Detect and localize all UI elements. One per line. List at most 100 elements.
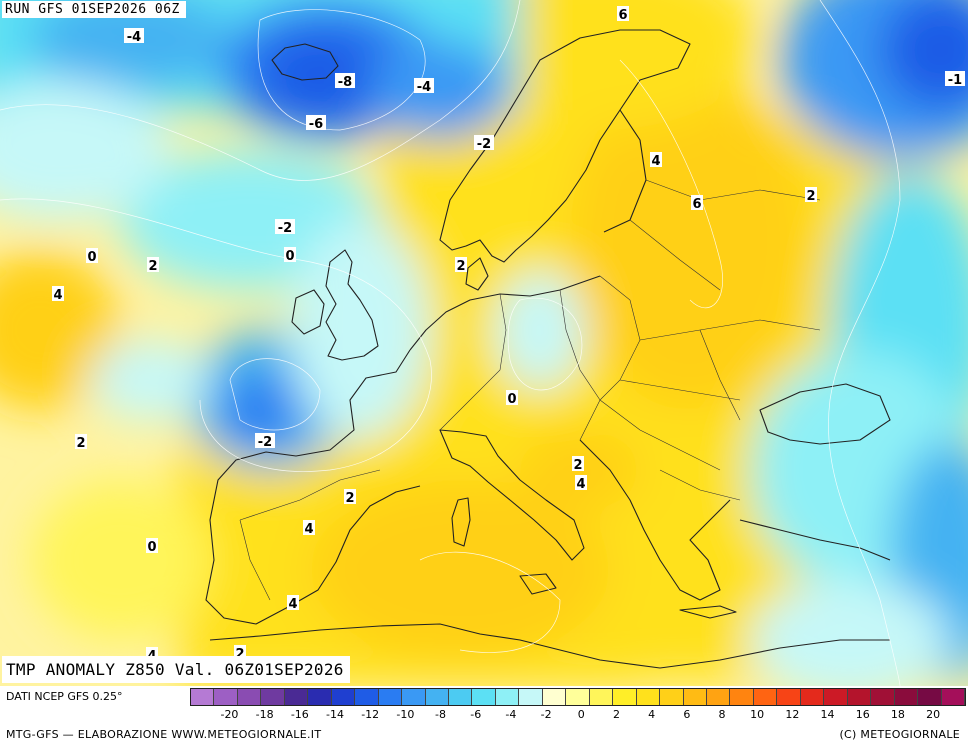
color-scale-tick: -4: [505, 708, 517, 721]
contour-label: 4: [651, 154, 660, 169]
color-scale-cell: [660, 689, 684, 705]
color-scale-tick: 18: [890, 708, 905, 721]
contour-label-bg: [287, 595, 299, 610]
contour-label-bg: [344, 489, 356, 504]
color-scale-cell: [331, 689, 356, 705]
color-scale-cell: [425, 689, 449, 705]
contour-label-bg: [275, 219, 295, 234]
contour-label-bg: [506, 390, 518, 405]
contour-label-bg: [575, 475, 587, 490]
color-scale-cell: [894, 689, 919, 705]
color-scale-tick: 2: [612, 708, 620, 721]
color-scale-tick: 4: [648, 708, 656, 721]
color-scale-cell: [730, 689, 754, 705]
color-scale-cell: [706, 689, 731, 705]
contour-label: 6: [618, 8, 627, 23]
contour-label: -2: [477, 137, 491, 152]
color-scale-cell: [308, 689, 332, 705]
contour-label-bg: [335, 73, 355, 88]
color-scale-cell: [378, 689, 403, 705]
color-scale-cell: [941, 689, 965, 705]
contour-label-bg: [455, 257, 467, 272]
color-scale-tick: 8: [718, 708, 726, 721]
contour-label-bg: [284, 247, 296, 262]
color-scale-tick: 20: [926, 708, 941, 721]
contours: [0, 0, 901, 686]
color-scale-cell: [284, 689, 309, 705]
legend-footer: DATI NCEP GFS 0.25° -20 -18 -16 -14 -12 -10 -8…: [0, 686, 968, 745]
contour-label-bg: [805, 187, 817, 202]
color-scale-tick: -16: [290, 708, 309, 721]
color-scale-tick: 12: [785, 708, 800, 721]
color-scale-cell: [402, 689, 426, 705]
contour-label-bg: [75, 434, 87, 449]
field-title: TMP ANOMALY Z850 Val. 06Z01SEP2026: [2, 656, 350, 683]
color-scale-tick: -6: [470, 708, 482, 721]
coastlines: [205, 29, 891, 669]
contour-label-bg: [572, 456, 584, 471]
color-scale-tick: 0: [577, 708, 585, 721]
color-scale-cell: [237, 689, 262, 705]
color-scale-cell: [355, 689, 379, 705]
color-scale-cell: [191, 689, 215, 705]
contour-label: -8: [338, 75, 352, 90]
contour-label: 2: [235, 647, 244, 662]
run-title: RUN GFS 01SEP2026 06Z: [2, 1, 186, 18]
color-scale-tick: -14: [326, 708, 344, 721]
contour-label-bg: [86, 248, 98, 263]
contour-label-bg: [617, 6, 629, 21]
contour-label: 0: [147, 540, 156, 555]
color-scale-cell: [519, 689, 543, 705]
color-scale-ticks: -20 -18 -16 -14 -12 -10 -8 -6 -4 -2 0 2 4 6 8 10 12 14 16 1…: [190, 708, 966, 722]
data-source-label: DATI NCEP GFS 0.25°: [6, 690, 123, 703]
color-scale-cell: [472, 689, 496, 705]
credit-left: MTG-GFS — ELABORAZIONE WWW.METEOGIORNALE…: [6, 728, 322, 741]
contour-label: 0: [507, 392, 516, 407]
contour-label-bg: [414, 78, 434, 93]
color-scale-cell: [261, 689, 285, 705]
color-scale-cell: [566, 689, 590, 705]
color-scale-cell: [800, 689, 825, 705]
contour-label: 0: [285, 249, 294, 264]
contour-label-bg: [945, 71, 965, 86]
credit-right: (C) METEOGIORNALE: [839, 728, 960, 741]
color-scale-tick: 6: [683, 708, 691, 721]
contour-label: -4: [127, 30, 141, 45]
contour-label-bg: [255, 433, 275, 448]
contour-label-bg: [306, 115, 326, 130]
borders: [239, 179, 821, 601]
color-scale-cell: [918, 689, 942, 705]
color-scale-cell: [683, 689, 707, 705]
contour-label: 2: [345, 491, 354, 506]
color-scale-bar: [190, 688, 966, 706]
contour-label: 0: [87, 250, 96, 265]
color-scale-cell: [542, 689, 567, 705]
contour-label: 2: [76, 436, 85, 451]
color-scale-tick: 10: [750, 708, 765, 721]
anomaly-field: [0, 0, 968, 686]
color-scale-cell: [495, 689, 520, 705]
contour-label-bg: [146, 538, 158, 553]
color-scale-tick: -8: [435, 708, 447, 721]
contour-label: 2: [456, 259, 465, 274]
contour-label: 2: [573, 458, 582, 473]
color-scale-cell: [214, 689, 238, 705]
color-scale-cell: [871, 689, 895, 705]
contour-label: -2: [258, 435, 272, 450]
contour-label: 2: [148, 259, 157, 274]
color-scale-tick: 16: [855, 708, 870, 721]
contour-label-bg: [124, 28, 144, 43]
color-scale-tick: -10: [396, 708, 415, 721]
color-scale-cell: [824, 689, 848, 705]
contour-label: 4: [53, 288, 62, 303]
color-scale-tick: -20: [220, 708, 239, 721]
color-scale-cell: [777, 689, 801, 705]
contour-label: -4: [417, 80, 431, 95]
contour-label-bg: [691, 195, 703, 210]
color-scale-cell: [613, 689, 637, 705]
contour-label-bg: [52, 286, 64, 301]
contour-label: 4: [304, 522, 313, 537]
color-scale-cell: [448, 689, 473, 705]
contour-label-bg: [147, 257, 159, 272]
